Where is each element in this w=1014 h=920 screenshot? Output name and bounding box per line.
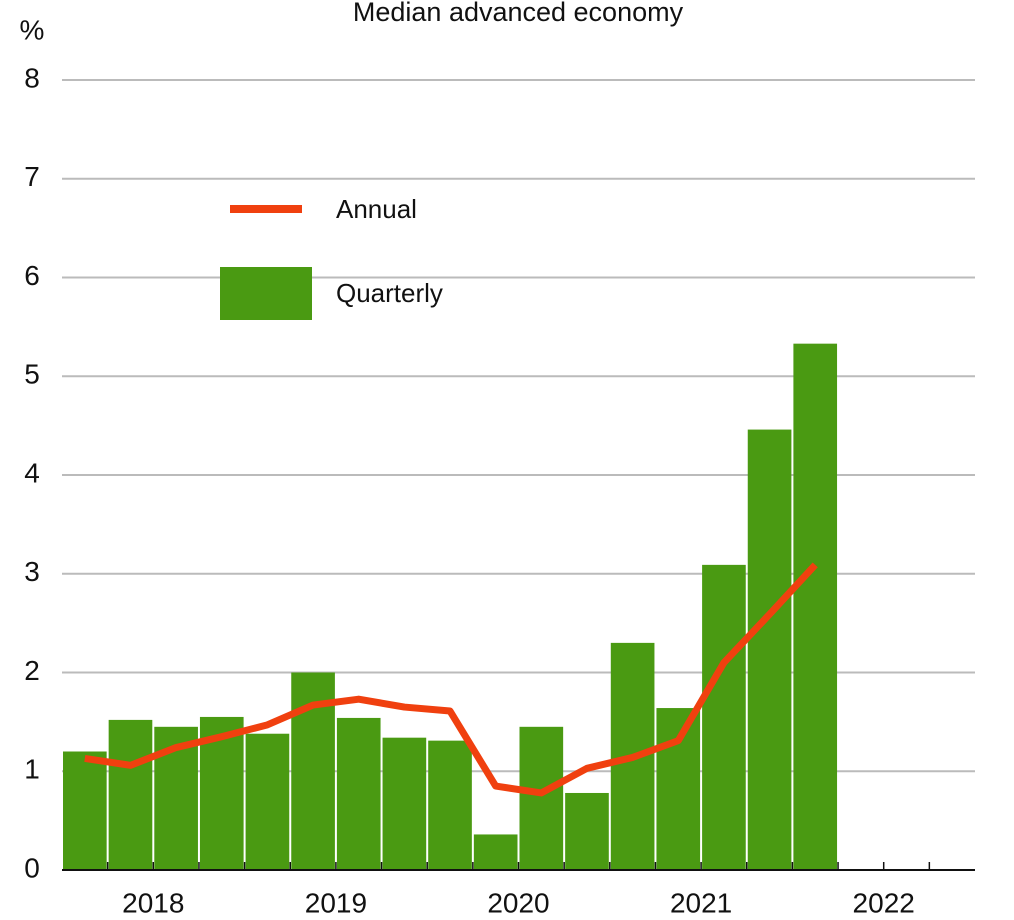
- bar: [428, 740, 472, 870]
- y-tick-label: 7: [24, 161, 40, 192]
- y-tick-label: 3: [24, 556, 40, 587]
- x-group-label: 2020: [487, 887, 549, 918]
- y-tick-label: 8: [24, 62, 40, 93]
- bar: [747, 429, 792, 870]
- bar: [473, 834, 518, 870]
- y-tick-label: 5: [24, 359, 40, 390]
- y-tick-label: 4: [24, 457, 40, 488]
- bar: [336, 717, 381, 870]
- y-axis-label: %: [20, 14, 45, 45]
- x-group-label: 2018: [122, 887, 184, 918]
- bar: [245, 733, 290, 870]
- x-group-label: 2021: [670, 887, 732, 918]
- bar: [108, 719, 153, 870]
- chart-title: Median advanced economy: [353, 0, 684, 27]
- legend-swatch: [220, 267, 312, 320]
- bar: [793, 343, 838, 871]
- bar: [382, 737, 427, 870]
- bar: [63, 751, 107, 870]
- bar: [565, 792, 609, 870]
- x-group-label: 2019: [305, 887, 367, 918]
- legend-label: Annual: [336, 194, 417, 224]
- x-group-label: 2022: [853, 887, 915, 918]
- bar: [702, 564, 746, 870]
- bar: [656, 708, 701, 870]
- bar: [519, 726, 564, 870]
- y-tick-label: 0: [24, 852, 40, 883]
- y-tick-label: 6: [24, 260, 40, 291]
- y-tick-label: 1: [24, 754, 40, 785]
- line: [84, 562, 818, 797]
- y-tick-label: 2: [24, 655, 40, 686]
- legend-label: Quarterly: [336, 278, 443, 308]
